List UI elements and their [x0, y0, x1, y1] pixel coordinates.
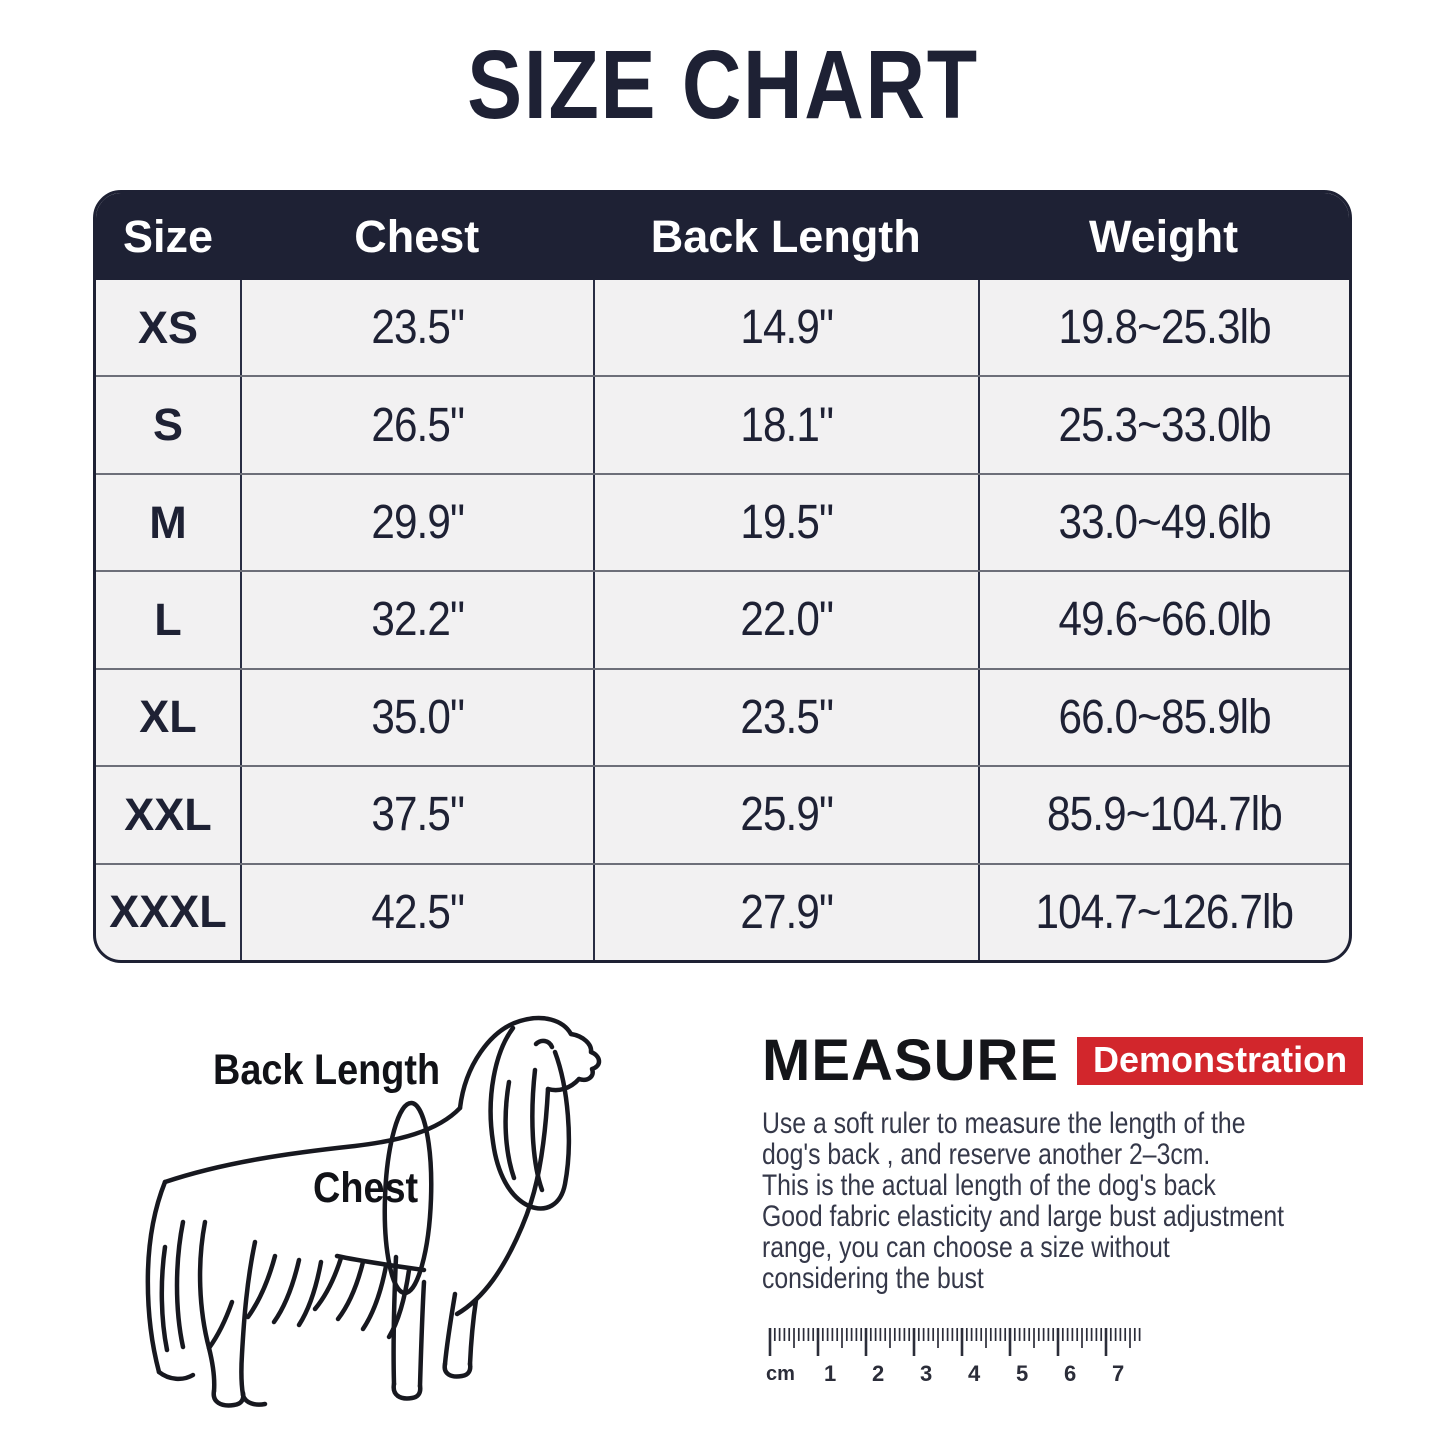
back-length-cell: 18.1" — [593, 377, 978, 473]
size-cell: XS — [138, 301, 199, 353]
weight-cell: 85.9~104.7lb — [978, 767, 1349, 863]
measure-description: Use a soft ruler to measure the length o… — [762, 1107, 1285, 1295]
page-title-text: SIZE CHART — [466, 30, 979, 139]
back-length-cell: 27.9" — [593, 864, 978, 960]
weight-cell: 104.7~126.7lb — [978, 864, 1349, 960]
size-cell: XXL — [124, 788, 212, 840]
dog-line-drawing-icon — [145, 1015, 602, 1408]
ruler-unit-label: cm — [766, 1363, 795, 1385]
size-cell: L — [154, 593, 182, 645]
ruler-number: 1 — [824, 1361, 836, 1386]
measure-section: MEASURE Demonstration Use a soft ruler t… — [762, 1032, 1422, 1388]
size-cell: XXXL — [109, 886, 227, 938]
size-cell: S — [153, 399, 184, 451]
header-back-length: Back Length — [650, 210, 921, 262]
back-length-cell: 19.5" — [593, 474, 978, 571]
header-weight: Weight — [1088, 210, 1239, 262]
size-cell: M — [149, 496, 187, 548]
chest-label: Chest — [313, 1164, 419, 1212]
chest-cell: 32.2" — [240, 572, 593, 668]
ruler-number: 7 — [1112, 1361, 1124, 1386]
ruler-number: 6 — [1064, 1361, 1076, 1386]
demonstration-badge: Demonstration — [1077, 1037, 1364, 1085]
measure-heading-row: MEASURE Demonstration — [762, 1032, 1422, 1090]
ruler-number: 5 — [1016, 1361, 1028, 1386]
back-length-cell: 23.5" — [593, 669, 978, 766]
size-table-body: XS 23.5" 14.9" 19.8~25.3lb S 26.5" 18.1"… — [96, 280, 1349, 960]
page-title: SIZE CHART — [0, 36, 1445, 133]
table-row-xxl: XXL 37.5" 25.9" 85.9~104.7lb — [96, 765, 1349, 863]
chest-cell: 26.5" — [240, 377, 593, 473]
table-row-m: M 29.9" 19.5" 33.0~49.6lb — [96, 472, 1349, 571]
weight-cell: 66.0~85.9lb — [978, 669, 1349, 766]
table-row-xl: XL 35.0" 23.5" 66.0~85.9lb — [96, 667, 1349, 766]
chest-girth-ellipse — [382, 1100, 434, 1296]
measure-heading: MEASURE — [762, 1028, 1060, 1093]
dog-measurement-diagram: Back Length Chest — [105, 1012, 690, 1432]
header-chest: Chest — [354, 210, 480, 262]
chest-cell: 37.5" — [240, 767, 593, 863]
size-table: Size Chest Back Length Weight XS 23.5" 1… — [93, 190, 1352, 963]
table-row-s: S 26.5" 18.1" 25.3~33.0lb — [96, 375, 1349, 473]
table-row-xs: XS 23.5" 14.9" 19.8~25.3lb — [96, 280, 1349, 376]
chest-cell: 23.5" — [240, 280, 593, 376]
weight-cell: 49.6~66.0lb — [978, 572, 1349, 668]
weight-cell: 33.0~49.6lb — [978, 474, 1349, 571]
chest-cell: 35.0" — [240, 669, 593, 766]
back-length-label: Back Length — [213, 1046, 441, 1094]
back-length-cell: 22.0" — [593, 572, 978, 668]
back-length-cell: 14.9" — [593, 280, 978, 376]
ruler-number: 3 — [920, 1361, 932, 1386]
table-row-l: L 32.2" 22.0" 49.6~66.0lb — [96, 570, 1349, 668]
chest-cell: 29.9" — [240, 474, 593, 571]
ruler-number: 2 — [872, 1361, 884, 1386]
chest-cell: 42.5" — [240, 864, 593, 960]
ruler-number: 4 — [968, 1361, 981, 1386]
weight-cell: 19.8~25.3lb — [978, 280, 1349, 376]
header-size: Size — [123, 210, 214, 262]
size-table-header-row: Size Chest Back Length Weight — [96, 193, 1349, 280]
weight-cell: 25.3~33.0lb — [978, 377, 1349, 473]
table-row-xxxl: XXXL 42.5" 27.9" 104.7~126.7lb — [96, 862, 1349, 960]
size-cell: XL — [139, 691, 197, 743]
back-length-cell: 25.9" — [593, 767, 978, 863]
ruler-icon: cm 1 2 3 4 5 6 7 — [766, 1328, 1141, 1386]
